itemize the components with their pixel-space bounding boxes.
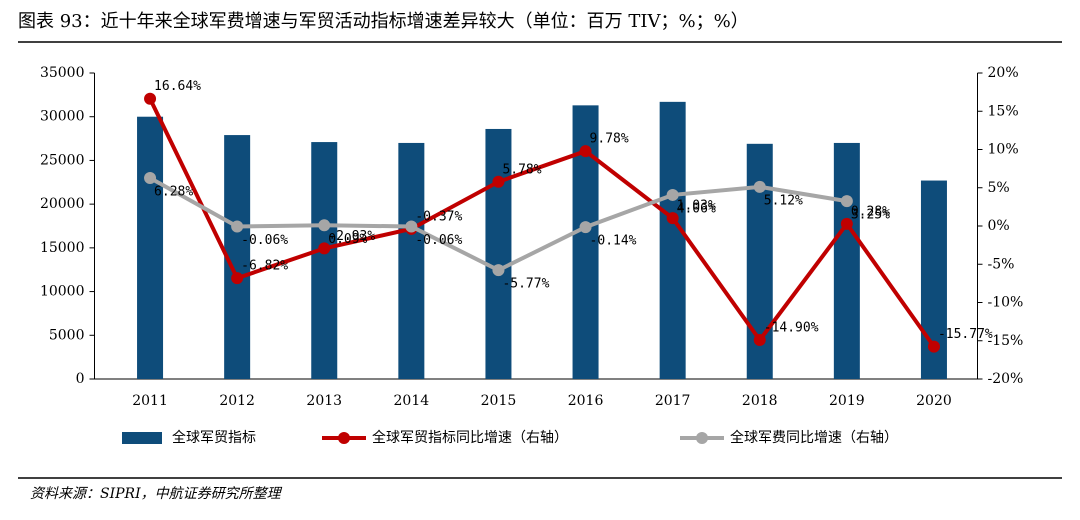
data-label: 3.25% — [851, 208, 890, 223]
legend-label: 全球军费同比增速（右轴） — [730, 429, 898, 446]
point — [666, 188, 679, 201]
point — [579, 221, 592, 234]
legend-swatch — [122, 432, 162, 444]
y-tick-label: 30000 — [40, 109, 85, 125]
data-label: 9.78% — [590, 132, 629, 147]
y2-tick-label: 0% — [988, 218, 1010, 234]
y2-tick-label: 10% — [988, 142, 1019, 158]
y2-tick-label: -20% — [988, 371, 1024, 387]
data-label: 16.64% — [154, 79, 201, 94]
data-label: -15.77% — [938, 327, 993, 342]
x-tick-label: 2015 — [481, 393, 517, 409]
bar — [659, 101, 686, 379]
y-tick-label: 20000 — [40, 196, 85, 212]
x-tick-label: 2016 — [568, 393, 604, 409]
legend-label: 全球军贸指标同比增速（右轴） — [372, 429, 568, 446]
bar — [485, 128, 512, 379]
bar — [398, 142, 425, 379]
point — [492, 175, 505, 188]
x-tick-label: 2013 — [306, 393, 342, 409]
bar — [833, 142, 860, 379]
data-label: -0.06% — [241, 233, 288, 248]
x-tick-label: 2019 — [829, 393, 865, 409]
data-label: -2.93% — [328, 229, 375, 244]
data-label: 1.03% — [677, 199, 716, 214]
y-tick-label: 5000 — [49, 327, 85, 343]
point — [231, 272, 244, 285]
data-label: -6.82% — [241, 259, 288, 274]
legend-label: 全球军贸指标 — [172, 429, 256, 446]
point — [231, 220, 244, 233]
x-tick-label: 2012 — [219, 393, 255, 409]
data-label: 5.78% — [502, 162, 541, 177]
point — [840, 195, 853, 208]
chart-title: 图表 93：近十年来全球军费增速与军贸活动指标增速差异较大（单位：百万 TIV；… — [18, 11, 749, 32]
x-tick-label: 2020 — [916, 393, 952, 409]
data-label: 6.28% — [154, 184, 193, 199]
data-label: 0.28% — [851, 204, 890, 219]
y2-tick-label: -10% — [988, 295, 1024, 311]
y2-tick-label: -5% — [988, 256, 1015, 272]
line — [148, 97, 936, 348]
y-tick-label: 0 — [76, 371, 85, 387]
point — [840, 217, 853, 230]
x-tick-label: 2014 — [394, 393, 430, 409]
point — [318, 219, 331, 232]
y2-tick-label: 20% — [988, 65, 1019, 81]
data-label: 0.09% — [328, 232, 367, 247]
point — [579, 145, 592, 158]
point — [144, 171, 157, 184]
data-label: -0.14% — [590, 234, 637, 249]
y-tick-label: 15000 — [40, 240, 85, 256]
point — [666, 212, 679, 225]
point — [927, 340, 940, 353]
y-tick-label: 35000 — [40, 65, 85, 81]
point — [753, 333, 766, 346]
point — [318, 242, 331, 255]
y2-tick-label: 5% — [988, 180, 1010, 196]
x-tick-label: 2018 — [742, 393, 778, 409]
data-label: -5.77% — [502, 277, 549, 292]
data-label: 4.06% — [677, 201, 716, 216]
legend-swatch — [338, 432, 350, 444]
x-tick-label: 2011 — [132, 393, 168, 409]
bar — [311, 142, 338, 379]
point — [144, 92, 157, 105]
data-label: -14.90% — [764, 320, 819, 335]
y-tick-label: 25000 — [40, 152, 85, 168]
point — [753, 180, 766, 193]
legend-swatch — [696, 432, 708, 444]
data-label: -0.06% — [415, 233, 462, 248]
x-tick-label: 2017 — [655, 393, 691, 409]
point — [492, 264, 505, 277]
data-label: -0.37% — [415, 209, 462, 224]
point — [405, 220, 418, 233]
data-label: 5.12% — [764, 193, 803, 208]
source: 资料来源：SIPRI，中航证券研究所整理 — [30, 486, 283, 502]
bar — [137, 116, 164, 379]
y2-tick-label: -15% — [988, 333, 1024, 349]
y-tick-label: 10000 — [40, 284, 85, 300]
y2-tick-label: 15% — [988, 103, 1019, 119]
